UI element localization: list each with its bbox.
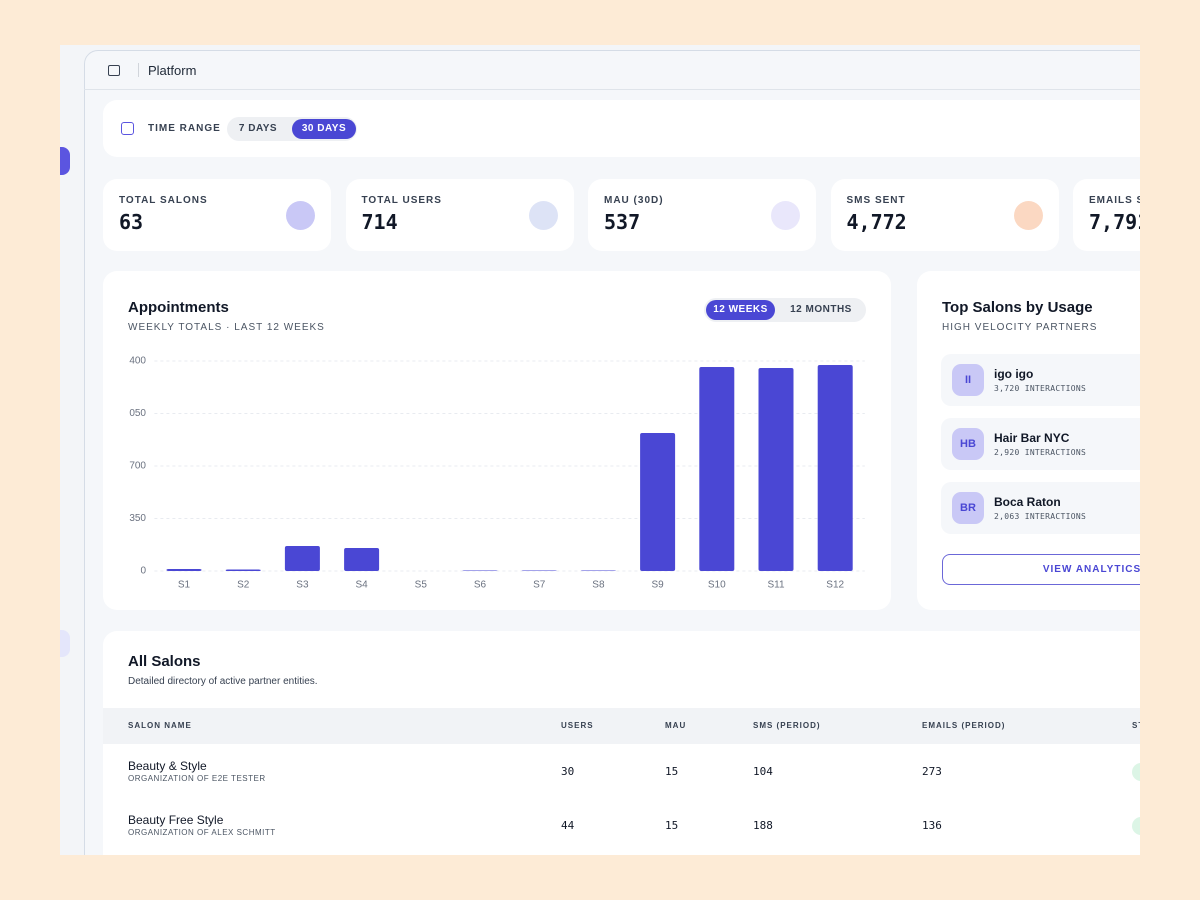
x-tick-label: S10 xyxy=(708,580,726,591)
bar xyxy=(166,569,202,571)
x-tick-label: S5 xyxy=(415,580,428,591)
x-tick-label: S11 xyxy=(767,580,784,591)
stat-icon xyxy=(528,201,558,230)
x-tick-label: S12 xyxy=(826,580,844,591)
stat-value: 4,772 xyxy=(846,210,907,234)
salon-detail: 3,720 INTERACTIONS xyxy=(994,384,1087,393)
table-cell: 15 xyxy=(665,819,679,832)
sidebar-toggle-icon[interactable] xyxy=(108,65,120,76)
x-tick-label: S9 xyxy=(651,580,664,591)
salon-name: igo igo xyxy=(994,367,1034,381)
salon-avatar: HB xyxy=(952,428,984,460)
chart-card: Appointments WEEKLY TOTALS · LAST 12 WEEK… xyxy=(103,271,891,610)
top-salons-title: Top Salons by Usage xyxy=(942,299,1093,316)
column-header: SALON NAME xyxy=(128,721,192,730)
x-tick-label: S4 xyxy=(355,580,368,591)
filter-option-active[interactable]: 30 DAYS xyxy=(292,119,356,139)
table-cell: 136 xyxy=(922,819,942,832)
x-tick-label: S8 xyxy=(592,580,605,591)
page-title: Platform xyxy=(148,63,197,78)
salon-item[interactable]: II igo igo 3,720 INTERACTIONS xyxy=(941,354,1140,406)
y-tick-label: 700 xyxy=(129,461,146,472)
y-tick-label: 0 xyxy=(140,566,146,577)
x-tick-label: S1 xyxy=(178,580,191,591)
view-analytics-button[interactable]: VIEW ANALYTICS xyxy=(942,554,1140,585)
stat-card xyxy=(1073,179,1140,251)
stat-label: SMS SENT xyxy=(846,195,906,206)
stat-value: 63 xyxy=(119,210,144,234)
top-salons-card: Top Salons by Usage HIGH VELOCITY PARTNER… xyxy=(917,271,1140,610)
calendar-icon xyxy=(121,122,134,135)
x-tick-label: S2 xyxy=(237,580,250,591)
x-tick-label: S7 xyxy=(533,580,546,591)
bar xyxy=(758,368,794,571)
salon-name: Beauty Free Style xyxy=(128,813,224,827)
stat-icon xyxy=(771,201,800,230)
bar xyxy=(817,365,853,571)
sidebar-active xyxy=(60,147,70,175)
salon-item[interactable]: BR Boca Raton 2,063 INTERACTIONS xyxy=(941,482,1140,534)
bar xyxy=(344,548,380,571)
table-header xyxy=(103,708,1140,744)
stat-label: TOTAL SALONS xyxy=(119,195,208,206)
stat-value: 714 xyxy=(361,210,398,234)
table-cell: 188 xyxy=(753,819,773,832)
stat-value: 537 xyxy=(604,210,641,234)
bar xyxy=(225,569,261,571)
table-cell: 273 xyxy=(922,765,942,778)
app-window: Platform TIME RANGE 7 DAYS 30 DAYS TOTAL SAL… xyxy=(60,45,1140,855)
status-badge xyxy=(1132,817,1140,835)
chart-subtitle: WEEKLY TOTALS · LAST 12 WEEKS xyxy=(128,322,325,333)
stat-label: EMAILS SENT xyxy=(1089,195,1140,206)
bar xyxy=(640,433,676,571)
stat-label: MAU (30D) xyxy=(604,195,664,206)
y-tick-label: 350 xyxy=(129,513,146,524)
salon-org: ORGANIZATION OF E2E TESTER xyxy=(128,774,266,783)
stat-label: TOTAL USERS xyxy=(361,195,442,206)
salon-org: ORGANIZATION OF ALEX SCHMITT xyxy=(128,828,276,837)
table-cell: 15 xyxy=(665,765,679,778)
table-cell: 104 xyxy=(753,765,773,778)
sidebar-item xyxy=(60,630,70,657)
status-badge xyxy=(1132,763,1140,781)
salon-detail: 2,063 INTERACTIONS xyxy=(994,512,1087,521)
y-tick-label: 050 xyxy=(129,408,146,419)
salon-name: Boca Raton xyxy=(994,495,1061,509)
salon-name: Beauty & Style xyxy=(128,759,207,773)
header-divider xyxy=(138,63,139,77)
stat-value: 7,791 xyxy=(1089,210,1140,234)
table-cell: 44 xyxy=(561,819,575,832)
salon-item[interactable]: HB Hair Bar NYC 2,920 INTERACTIONS xyxy=(941,418,1140,470)
x-tick-label: S3 xyxy=(296,580,309,591)
y-tick-label: 400 xyxy=(129,356,146,367)
column-header: MAU xyxy=(665,721,687,730)
bar xyxy=(699,367,735,571)
table-subtitle: Detailed directory of active partner ent… xyxy=(128,676,318,687)
chart-toggle-option[interactable]: 12 MONTHS xyxy=(790,304,852,315)
table-card: All Salons Detailed directory of active p… xyxy=(103,631,1140,855)
top-salons-subtitle: HIGH VELOCITY PARTNERS xyxy=(942,322,1098,333)
stat-icon xyxy=(286,201,315,230)
bar xyxy=(284,545,320,571)
header-rule xyxy=(84,89,1140,90)
chart-toggle-active[interactable]: 12 WEEKS xyxy=(706,300,775,320)
salon-avatar: II xyxy=(952,364,984,396)
column-header: EMAILS (PERIOD) xyxy=(922,721,1006,730)
chart: 0 350 700 050 400 S1 S2 S3 S4 S5 S6 S7 S8 S9 S10 S11 S12 xyxy=(129,356,865,591)
filter-label: TIME RANGE xyxy=(148,123,221,134)
table-cell: 30 xyxy=(561,765,575,778)
column-header: SMS (PERIOD) xyxy=(753,721,821,730)
salon-name: Hair Bar NYC xyxy=(994,431,1070,445)
column-header: USERS xyxy=(561,721,594,730)
salon-avatar: BR xyxy=(952,492,984,524)
stat-icon xyxy=(1013,201,1043,230)
column-header: STATUS xyxy=(1132,721,1140,730)
salon-detail: 2,920 INTERACTIONS xyxy=(994,448,1087,457)
filter-option[interactable]: 7 DAYS xyxy=(238,123,278,134)
x-tick-label: S6 xyxy=(474,580,487,591)
table-title: All Salons xyxy=(128,653,201,670)
chart-title: Appointments xyxy=(128,299,229,316)
